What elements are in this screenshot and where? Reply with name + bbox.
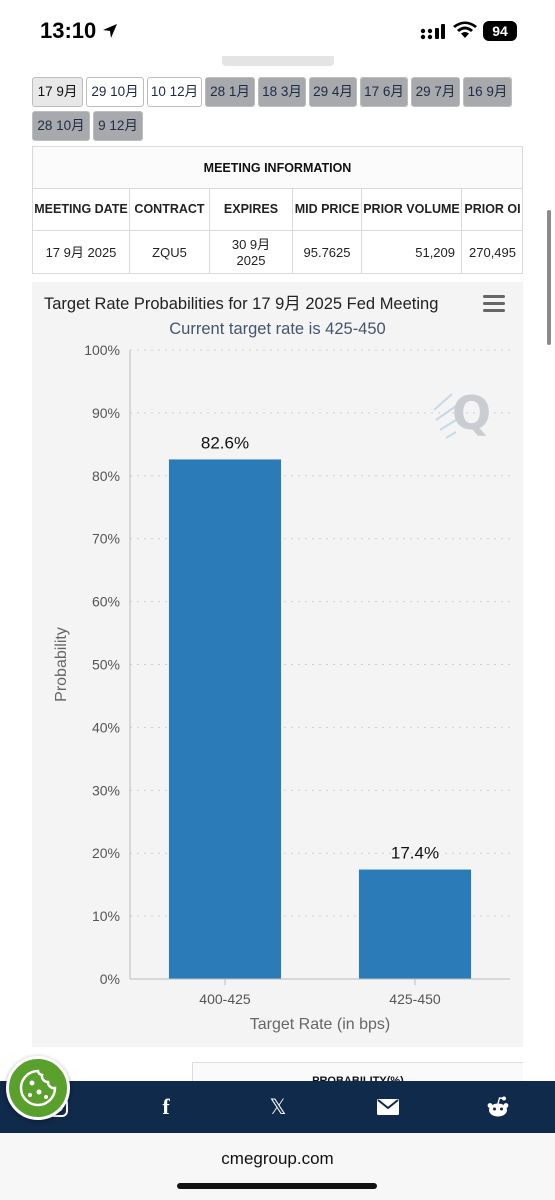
- probability-table-header-peek: PROBABILITY(%): [192, 1062, 523, 1081]
- home-indicator: [177, 1183, 377, 1189]
- bar-data-label: 17.4%: [391, 844, 439, 863]
- tab-17-jun[interactable]: 17 6月: [360, 77, 408, 107]
- watermark-logo-icon: Q: [433, 386, 491, 440]
- location-arrow-icon: [103, 24, 117, 38]
- header-prior-oi: PRIOR OI: [462, 189, 523, 231]
- svg-text:Q: Q: [452, 386, 491, 440]
- page-scrollbar[interactable]: [547, 210, 551, 345]
- y-tick-label: 50%: [92, 657, 120, 673]
- y-tick-label: 80%: [92, 468, 120, 484]
- status-bar: 13:10 94: [0, 0, 555, 62]
- facebook-icon[interactable]: f: [162, 1094, 170, 1119]
- tab-28-jan[interactable]: 28 1月: [205, 77, 255, 107]
- y-tick-label: 100%: [84, 342, 120, 358]
- y-axis-title: Probability: [53, 627, 70, 702]
- cell-contract: ZQU5: [130, 231, 210, 274]
- y-tick-label: 70%: [92, 531, 120, 547]
- x-axis-title: Target Rate (in bps): [250, 1016, 391, 1033]
- cookie-icon: [19, 1069, 57, 1107]
- header-mid-price: MID PRICE: [293, 189, 362, 231]
- reddit-icon[interactable]: [486, 1095, 510, 1119]
- bar-400-425: [168, 459, 282, 979]
- collapsed-tab-peek: [222, 56, 334, 66]
- battery-indicator: 94: [483, 21, 517, 41]
- cell-meeting-date: 17 9月 2025: [33, 231, 130, 274]
- y-tick-label: 10%: [92, 908, 120, 924]
- wifi-icon: [453, 21, 477, 38]
- y-tick-label: 30%: [92, 782, 120, 798]
- tab-9-dec[interactable]: 9 12月: [93, 111, 143, 141]
- y-tick-label: 20%: [92, 845, 120, 861]
- y-tick-label: 0%: [100, 971, 120, 987]
- cell-expires: 30 9月 2025: [210, 231, 293, 274]
- chart-subtitle: Current target rate is 425-450: [169, 320, 386, 338]
- tab-29-jul[interactable]: 29 7月: [411, 77, 460, 107]
- mail-icon[interactable]: [376, 1095, 400, 1119]
- url-text[interactable]: cmegroup.com: [221, 1149, 334, 1168]
- bar-425-450: [358, 869, 472, 979]
- tab-29-oct[interactable]: 29 10月: [86, 77, 144, 107]
- browser-url-bar[interactable]: cmegroup.com: [0, 1133, 555, 1200]
- tab-18-mar[interactable]: 18 3月: [258, 77, 306, 107]
- tab-16-sep[interactable]: 16 9月: [463, 77, 512, 107]
- cell-mid-price: 95.7625: [293, 231, 362, 274]
- cell-prior-oi: 270,495: [469, 244, 516, 260]
- header-contract: CONTRACT: [130, 189, 210, 231]
- header-expires: EXPIRES: [210, 189, 293, 231]
- cookie-settings-button[interactable]: [6, 1056, 70, 1120]
- cellular-signal-icon: [420, 24, 445, 40]
- cell-prior-volume: 51,209: [362, 231, 462, 274]
- tab-29-apr[interactable]: 29 4月: [309, 77, 357, 107]
- header-prior-volume: PRIOR VOLUME: [362, 189, 462, 231]
- y-tick-label: 90%: [92, 405, 120, 421]
- bar-data-label: 82.6%: [201, 433, 249, 452]
- meeting-information-title: MEETING INFORMATION: [33, 147, 522, 189]
- tab-28-oct[interactable]: 28 10月: [32, 111, 90, 141]
- x-tick-label: 425-450: [389, 991, 441, 1007]
- y-tick-label: 40%: [92, 719, 120, 735]
- share-bar: f 𝕏: [0, 1081, 555, 1133]
- header-meeting-date: MEETING DATE: [33, 189, 130, 231]
- x-tick-label: 400-425: [199, 991, 251, 1007]
- status-time: 13:10: [40, 18, 97, 43]
- meeting-information-table: MEETING INFORMATION MEETING DATE CONTRAC…: [32, 146, 523, 274]
- x-icon[interactable]: 𝕏: [269, 1095, 287, 1119]
- probability-bar-chart: Q 0% 10% 20% 30% 40% 50% 60% 70% 80% 90% 100% 82.6%…: [53, 342, 510, 1033]
- chart-title: Target Rate Probabilities for 17 9月 2025…: [44, 295, 439, 313]
- y-tick-label: 60%: [92, 594, 120, 610]
- chart-menu-icon[interactable]: [483, 295, 505, 312]
- tab-17-sep[interactable]: 17 9月: [32, 77, 83, 107]
- probability-chart-panel: Target Rate Probabilities for 17 9月 2025…: [32, 282, 523, 1047]
- tab-10-dec[interactable]: 10 12月: [147, 77, 202, 107]
